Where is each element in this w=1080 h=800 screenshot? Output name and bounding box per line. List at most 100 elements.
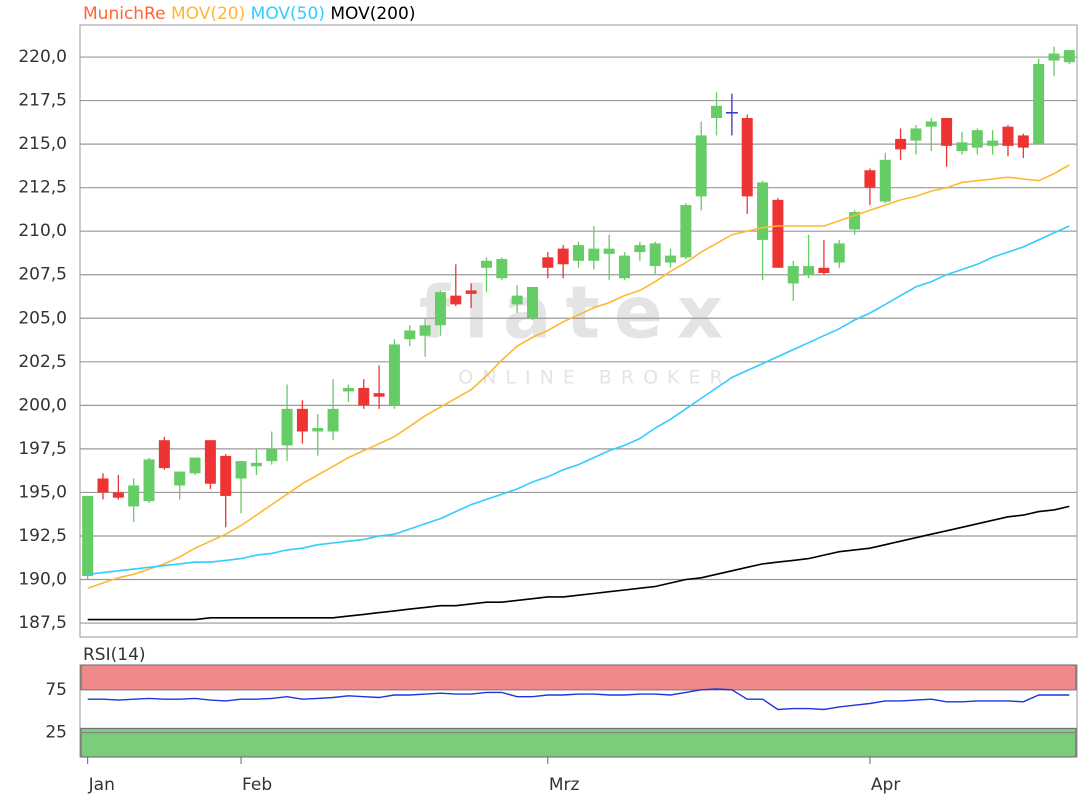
candle-body — [158, 440, 170, 469]
y-tick-label: 217,5 — [18, 91, 67, 111]
y-tick-label: 25 — [45, 723, 67, 743]
watermark-tagline: ONLINE BROKER — [458, 367, 731, 389]
candle-body — [204, 440, 216, 484]
candle-body — [82, 495, 94, 577]
y-tick-label: 187,5 — [18, 613, 67, 633]
y-tick-label: 202,5 — [18, 352, 67, 372]
candle-body — [910, 128, 922, 141]
candle-body — [404, 330, 416, 340]
candle-body — [1063, 50, 1075, 63]
candle-body — [174, 471, 186, 486]
candle-body — [665, 255, 677, 263]
candle-body — [1033, 64, 1045, 145]
candle-body — [465, 290, 477, 294]
candle-body — [281, 408, 293, 446]
candle-body — [266, 448, 278, 462]
moving-average-line — [87, 225, 1070, 576]
candle-body — [711, 105, 723, 119]
candle-body — [450, 295, 462, 305]
candle-body — [634, 245, 646, 253]
candle-body — [327, 408, 339, 432]
candle-body — [511, 295, 523, 305]
candle-body — [925, 121, 937, 127]
candle-body — [987, 140, 999, 146]
candle-body — [680, 205, 692, 258]
rsi-zone — [80, 664, 1077, 691]
y-tick-label: 190,0 — [18, 570, 67, 590]
candle-body — [941, 118, 953, 146]
candle-body — [112, 492, 124, 498]
candle-body — [849, 212, 861, 230]
candle-body — [864, 170, 876, 188]
candle-body — [526, 286, 538, 319]
candle-body — [434, 292, 446, 326]
candle-body — [296, 408, 308, 432]
legend-entry: MOV(20) — [171, 4, 245, 24]
candle-body — [220, 455, 232, 496]
watermark-logo: flatex — [419, 271, 737, 355]
main-plot-frame — [79, 24, 1078, 638]
x-tick-label: Feb — [242, 775, 272, 795]
candle-body — [787, 266, 799, 284]
y-tick-label: 195,0 — [18, 482, 67, 502]
moving-average-line — [87, 505, 1070, 621]
candle-body — [480, 260, 492, 268]
candle-body — [373, 393, 385, 397]
candle-body — [649, 243, 661, 267]
candle-body — [1017, 135, 1029, 148]
x-tick-label: Mrz — [549, 775, 580, 795]
y-tick-label: 215,0 — [18, 134, 67, 154]
candle-body — [741, 118, 753, 197]
y-tick-label: 75 — [45, 680, 67, 700]
candle-body — [235, 461, 247, 479]
y-tick-label: 210,0 — [18, 221, 67, 241]
candle-body — [1002, 126, 1014, 146]
candle-body — [803, 266, 815, 275]
x-tick-label: Jan — [88, 775, 115, 795]
candle-body — [695, 135, 707, 197]
x-tick-label: Apr — [871, 775, 900, 795]
candle-body — [833, 243, 845, 263]
candle-body — [619, 255, 631, 279]
candle-body — [388, 344, 400, 406]
candle-body — [143, 459, 155, 502]
legend-entry: MOV(50) — [251, 4, 325, 24]
candle-body — [189, 457, 201, 474]
candle-body — [879, 159, 891, 202]
moving-average-line — [87, 164, 1070, 589]
candle-body — [419, 325, 431, 336]
candle-body — [312, 428, 324, 432]
candle-body — [588, 248, 600, 261]
candle-body — [956, 142, 968, 152]
y-tick-label: 207,5 — [18, 265, 67, 285]
y-tick-label: 205,0 — [18, 308, 67, 328]
y-tick-label: 197,5 — [18, 439, 67, 459]
legend: MunichRe MOV(20) MOV(50) MOV(200) — [83, 4, 415, 24]
candle-body — [818, 267, 830, 274]
candle-body — [97, 478, 109, 493]
legend-entry: MunichRe — [83, 4, 166, 24]
candle-body — [128, 485, 140, 507]
candle-body — [603, 248, 615, 254]
y-tick-label: 212,5 — [18, 178, 67, 198]
candle-body — [772, 199, 784, 268]
candle-body — [1048, 53, 1060, 61]
candle-body — [757, 182, 769, 240]
candle-body — [895, 138, 907, 150]
y-tick-label: 220,0 — [18, 47, 67, 67]
candle-body — [557, 248, 569, 265]
y-tick-label: 192,5 — [18, 526, 67, 546]
y-tick-label: 200,0 — [18, 395, 67, 415]
candle-body — [573, 245, 584, 261]
candle-body — [250, 462, 262, 467]
rsi-label: RSI(14) — [83, 645, 146, 665]
candle-body — [542, 257, 554, 268]
candle-body — [358, 387, 370, 406]
candle-body — [496, 259, 508, 279]
candle-body — [971, 130, 983, 148]
legend-entry: MOV(200) — [330, 4, 415, 24]
candle-body — [342, 387, 354, 392]
rsi-line — [87, 688, 1070, 711]
